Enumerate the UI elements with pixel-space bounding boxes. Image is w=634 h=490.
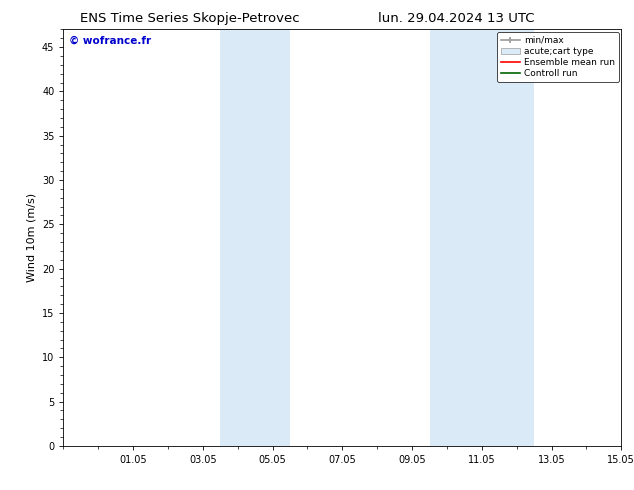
Text: ENS Time Series Skopje-Petrovec: ENS Time Series Skopje-Petrovec [81,12,300,25]
Legend: min/max, acute;cart type, Ensemble mean run, Controll run: min/max, acute;cart type, Ensemble mean … [497,32,619,82]
Text: © wofrance.fr: © wofrance.fr [69,36,151,46]
Y-axis label: Wind 10m (m/s): Wind 10m (m/s) [27,193,36,282]
Bar [429,29,534,446]
Text: lun. 29.04.2024 13 UTC: lun. 29.04.2024 13 UTC [378,12,534,25]
Bar [221,29,290,446]
